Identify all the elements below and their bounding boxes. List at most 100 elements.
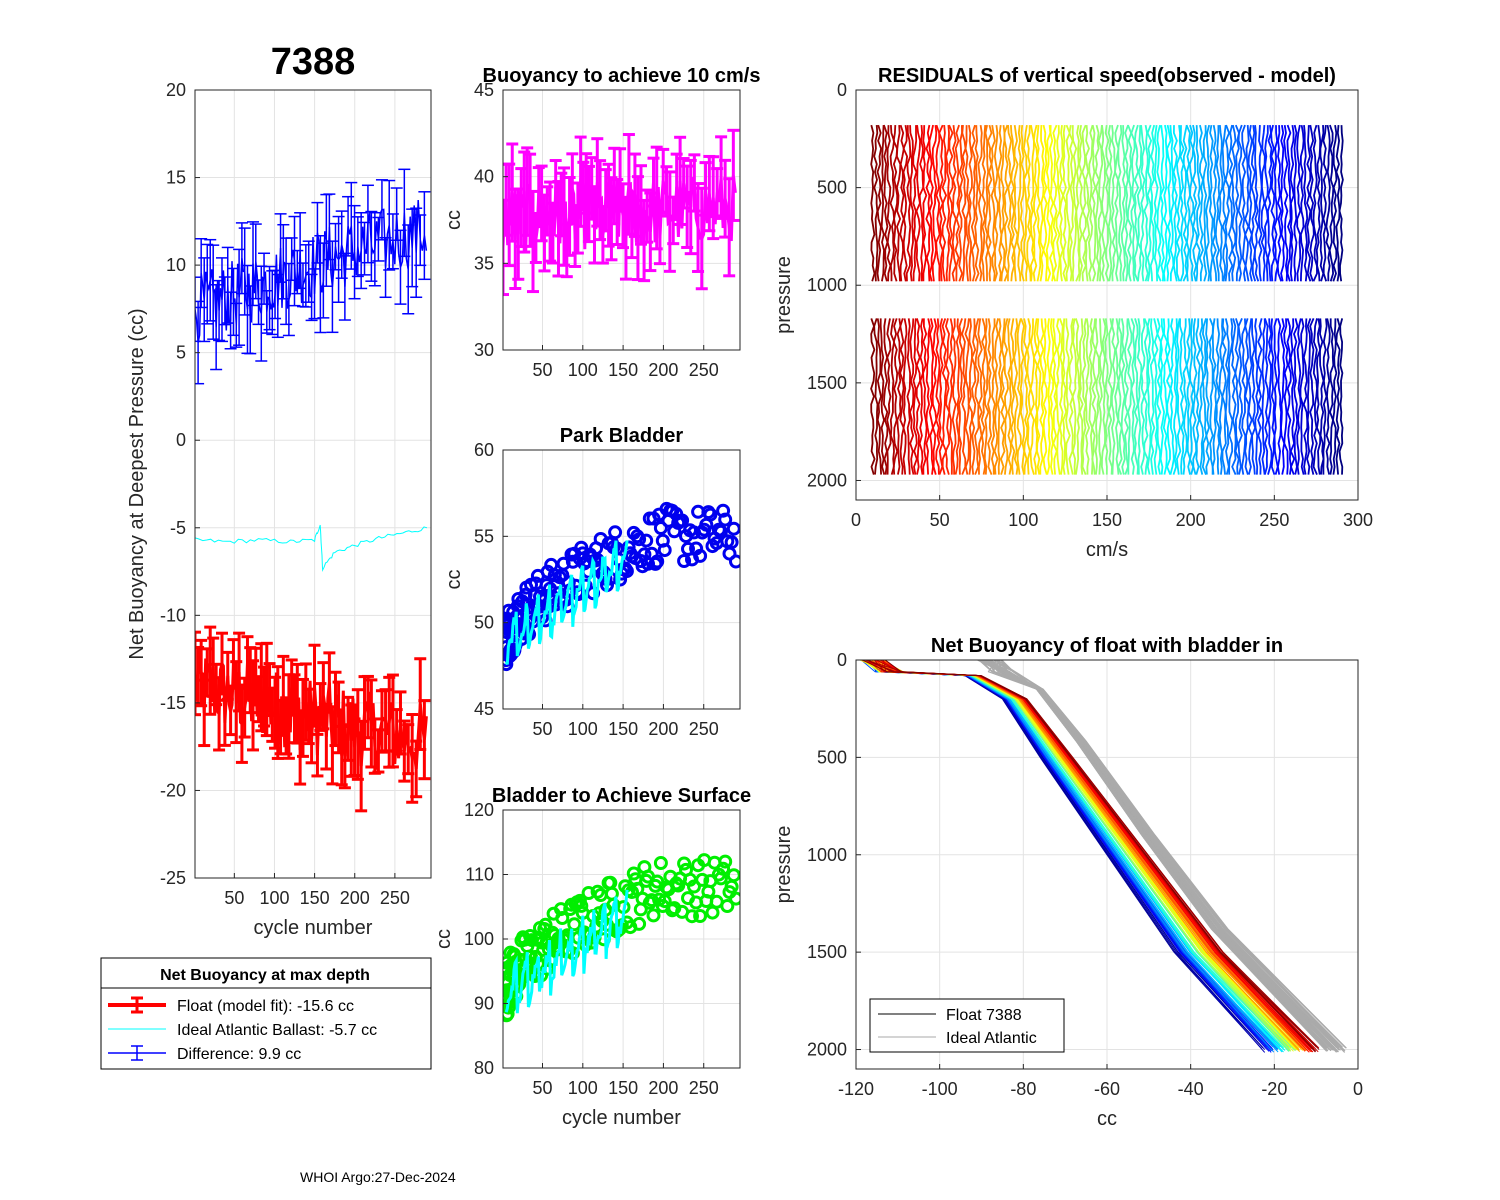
residuals-series-0-profile bbox=[961, 318, 967, 475]
park_bladder-y-tick-label: 55 bbox=[474, 526, 494, 546]
residuals-series-0-profile bbox=[1029, 124, 1035, 282]
residuals-series-0-profile bbox=[1254, 125, 1260, 282]
residuals-series-0-profile bbox=[1140, 125, 1146, 282]
residuals-series-0-profile bbox=[896, 318, 902, 475]
residuals-series-0-profile bbox=[1023, 318, 1029, 475]
residuals-series-0-profile bbox=[899, 318, 905, 475]
residuals-series-0-profile bbox=[1169, 125, 1175, 282]
park_bladder-series-0-point bbox=[540, 564, 555, 579]
residuals-x-label: cm/s bbox=[1086, 539, 1128, 561]
bladder_surface-series-0-point bbox=[729, 891, 740, 906]
net_buoyancy_profiles-x-tick-label: -80 bbox=[1010, 1079, 1036, 1099]
residuals-series-0-profile bbox=[1299, 124, 1305, 282]
residuals-series-0-profile bbox=[1257, 125, 1263, 282]
residuals-series-0-profile bbox=[1146, 124, 1153, 282]
net_buoyancy-y-tick-label: -5 bbox=[170, 518, 186, 538]
residuals-series-0-profile bbox=[918, 125, 925, 282]
residuals-series-0-profile bbox=[1231, 124, 1237, 282]
residuals-series-0-profile bbox=[909, 318, 915, 475]
residuals-series-0-profile bbox=[1205, 318, 1211, 475]
residuals-series-0-profile bbox=[1335, 125, 1341, 282]
residuals-series-0-profile bbox=[1218, 125, 1224, 282]
net_buoyancy_profiles-title: Net Buoyancy of float with bladder in bbox=[931, 635, 1283, 657]
residuals-series-0-profile bbox=[1068, 124, 1074, 282]
residuals-series-0-profile bbox=[1071, 125, 1078, 282]
residuals-series-0-profile bbox=[1153, 318, 1159, 475]
residuals-series-0-profile bbox=[1188, 318, 1195, 475]
residuals-series-0-profile bbox=[1117, 318, 1123, 475]
residuals-series-0-profile bbox=[987, 124, 993, 282]
buoyancy_10cms-x-tick-label: 50 bbox=[532, 360, 552, 380]
residuals-series-0-profile bbox=[1094, 124, 1100, 282]
park_bladder-x-tick-label: 50 bbox=[532, 719, 552, 739]
residuals-series-0-profile bbox=[1211, 124, 1218, 282]
residuals-series-0-profile bbox=[1094, 318, 1100, 475]
residuals-series-0-profile bbox=[879, 318, 886, 475]
residuals-series-0-profile bbox=[1208, 124, 1214, 282]
residuals-series-0-profile bbox=[1332, 318, 1338, 475]
residuals-series-0-profile bbox=[1198, 318, 1205, 475]
park_bladder-series-0-point bbox=[716, 503, 731, 518]
residuals-series-0-profile bbox=[1182, 318, 1188, 475]
residuals-series-0-profile bbox=[1026, 318, 1032, 475]
residuals-series-0-profile bbox=[1078, 318, 1084, 475]
residuals-series-0-profile bbox=[1133, 124, 1140, 282]
residuals-series-0-profile bbox=[1081, 318, 1087, 475]
residuals-series-0-profile bbox=[1166, 318, 1172, 475]
residuals-series-0-profile bbox=[938, 318, 944, 475]
residuals-series-0-profile bbox=[1110, 124, 1117, 282]
residuals-series-0-profile bbox=[1315, 318, 1322, 475]
net_buoyancy-y-tick-label: -20 bbox=[160, 780, 186, 800]
net-buoyancy-profiles-chart: -120 -100 -80 -60 -40 -20 0 0 500 1000 1500 2000 Net… bbox=[773, 635, 1363, 1130]
buoyancy_10cms-x-tick-label: 150 bbox=[608, 360, 638, 380]
residuals-series-0-profile bbox=[1035, 125, 1042, 282]
residuals-series-0-profile bbox=[1126, 124, 1133, 282]
bladder_surface-series-0-point bbox=[726, 868, 740, 883]
residuals-series-0-profile bbox=[1162, 318, 1169, 475]
residuals-series-0-profile bbox=[1084, 125, 1091, 282]
residuals-series-0-profile bbox=[902, 318, 908, 475]
residuals-series-0-profile bbox=[1237, 124, 1243, 282]
residuals-series-0-profile bbox=[1261, 318, 1266, 475]
buoyancy_10cms-y-label: cc bbox=[443, 210, 465, 230]
bladder_surface-x-tick-label: 250 bbox=[689, 1078, 719, 1098]
residuals-series-0-profile bbox=[1003, 124, 1009, 282]
residuals-series-0-profile bbox=[876, 124, 883, 282]
residuals-series-0-profile bbox=[1156, 124, 1162, 282]
legend-entry-ideal: Ideal Atlantic Ballast: -5.7 cc bbox=[177, 1022, 377, 1039]
residuals-series-0-profile bbox=[1273, 125, 1279, 282]
residuals-series-0-profile bbox=[1276, 318, 1283, 475]
residuals-series-0-profile bbox=[892, 318, 899, 475]
residuals-series-0-profile bbox=[1042, 124, 1048, 282]
residuals-series-0-profile bbox=[928, 318, 935, 475]
residuals-series-0-profile bbox=[1075, 318, 1081, 475]
residuals-series-0-profile bbox=[918, 318, 924, 475]
bladder_surface-title: Bladder to Achieve Surface bbox=[492, 785, 751, 807]
residuals-series-0-profile bbox=[1224, 318, 1230, 475]
park_bladder-series-0-point bbox=[713, 524, 728, 539]
residuals-series-0-profile bbox=[1166, 124, 1172, 282]
residuals-series-0-profile bbox=[1042, 318, 1048, 475]
residuals-series-0-profile bbox=[964, 125, 970, 282]
residuals-series-0-profile bbox=[1104, 124, 1110, 282]
residuals-series-0-profile bbox=[1120, 125, 1127, 282]
bladder_surface-series-0-point bbox=[653, 856, 668, 870]
residuals-series-0-profile bbox=[1032, 124, 1039, 282]
residuals-series-0-profile bbox=[1013, 318, 1019, 475]
residuals-series-0-profile bbox=[1247, 124, 1253, 282]
residuals-series-0-profile bbox=[1162, 124, 1169, 282]
residuals-series-0-profile bbox=[1172, 318, 1178, 475]
net_buoyancy-y-tick-label: -25 bbox=[160, 868, 186, 888]
residuals-series-0-profile bbox=[1280, 318, 1286, 475]
residuals-series-0-profile bbox=[1136, 125, 1143, 282]
residuals-series-0-profile bbox=[1097, 125, 1104, 282]
buoyancy_10cms-x-tick-label: 200 bbox=[648, 360, 678, 380]
buoyancy_10cms-x-tick-label: 250 bbox=[689, 360, 719, 380]
residuals-series-0-profile bbox=[945, 125, 951, 282]
residuals-series-0-profile bbox=[1319, 318, 1325, 475]
residuals-series-0-profile bbox=[1221, 124, 1227, 282]
residuals-data bbox=[870, 124, 1344, 475]
residuals-series-0-profile bbox=[1309, 124, 1315, 282]
residuals-series-0-profile bbox=[1306, 125, 1312, 282]
